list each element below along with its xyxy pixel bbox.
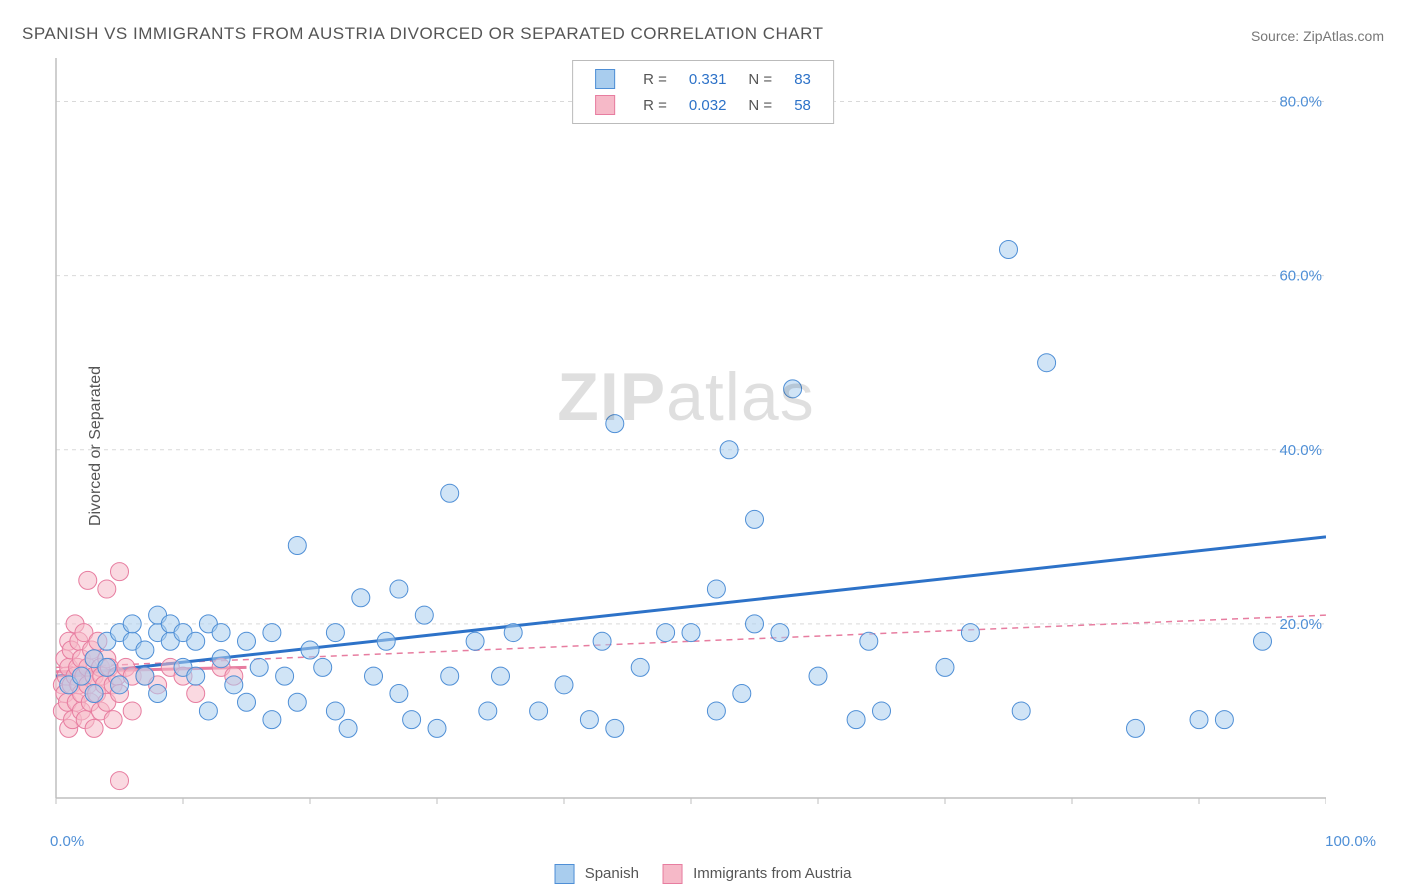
- svg-text:60.0%: 60.0%: [1279, 268, 1322, 285]
- legend-item-pink: Immigrants from Austria: [663, 864, 852, 884]
- chart-area: 20.0%40.0%60.0%80.0% ZIPatlas: [46, 58, 1326, 828]
- x-axis-min-label: 0.0%: [50, 833, 84, 850]
- svg-text:80.0%: 80.0%: [1279, 94, 1322, 111]
- legend-item-blue: Spanish: [555, 864, 639, 884]
- scatter-plot-svg: 20.0% 40.0% 60.0% 80.0%: [46, 58, 1326, 828]
- x-axis-max-label: 100.0%: [1325, 833, 1376, 850]
- swatch-blue-icon: [555, 864, 575, 884]
- legend-row-pink: R = 0.032 N = 58: [585, 93, 821, 117]
- chart-title: SPANISH VS IMMIGRANTS FROM AUSTRIA DIVOR…: [22, 24, 823, 44]
- series-legend: Spanish Immigrants from Austria: [555, 864, 852, 884]
- svg-text:40.0%: 40.0%: [1279, 442, 1322, 459]
- swatch-pink: [595, 95, 615, 115]
- svg-text:20.0%: 20.0%: [1279, 616, 1322, 633]
- source-attribution: Source: ZipAtlas.com: [1251, 28, 1384, 44]
- swatch-pink-icon: [663, 864, 683, 884]
- correlation-legend: R = 0.331 N = 83 R = 0.032 N = 58: [572, 60, 834, 124]
- swatch-blue: [595, 69, 615, 89]
- legend-row-blue: R = 0.331 N = 83: [585, 67, 821, 91]
